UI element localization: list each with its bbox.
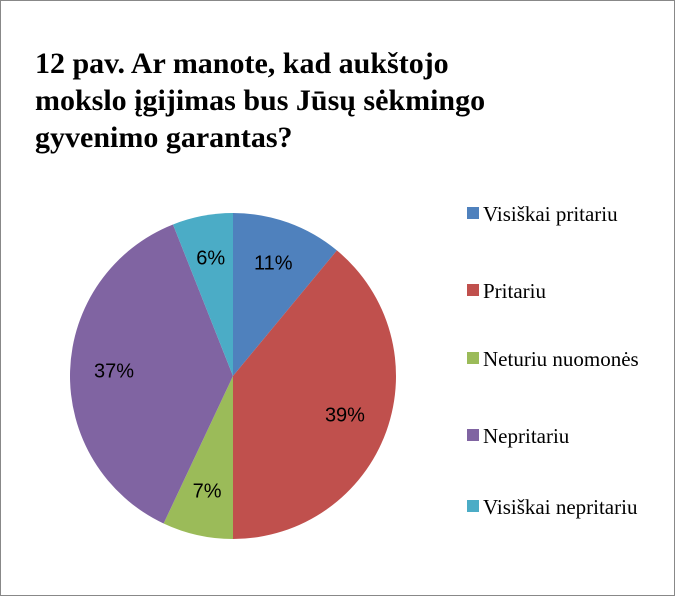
legend-item: Visiškai nepritariu xyxy=(467,494,668,521)
data-label: 37% xyxy=(94,361,134,383)
pie-slice xyxy=(163,376,233,539)
legend-item: Neturiu nuomonės xyxy=(467,346,668,373)
legend-swatch xyxy=(467,284,479,296)
legend-label: Visiškai pritariu xyxy=(483,202,618,226)
legend-item: Pritariu xyxy=(467,278,668,305)
data-label: 11% xyxy=(254,252,293,274)
pie-slice xyxy=(233,250,396,539)
legend-swatch xyxy=(467,500,479,512)
legend-swatch xyxy=(467,352,479,364)
pie-slice xyxy=(70,224,233,524)
legend-label: Nepritariu xyxy=(483,424,570,448)
legend-label: Pritariu xyxy=(483,279,546,303)
data-label: 6% xyxy=(196,247,225,269)
legend-item: Nepritariu xyxy=(467,423,668,450)
legend-label: Visiškai nepritariu xyxy=(483,495,638,519)
legend-swatch xyxy=(467,207,479,219)
chart-title: 12 pav. Ar manote, kad aukštojo mokslo į… xyxy=(35,47,486,154)
pie-slice xyxy=(172,213,233,376)
data-label: 39% xyxy=(325,405,365,427)
legend-item: Visiškai pritariu xyxy=(467,201,668,228)
data-label: 7% xyxy=(193,480,222,502)
legend-label: Neturiu nuomonės xyxy=(483,347,639,371)
pie-slice xyxy=(233,213,337,376)
legend-swatch xyxy=(467,429,479,441)
